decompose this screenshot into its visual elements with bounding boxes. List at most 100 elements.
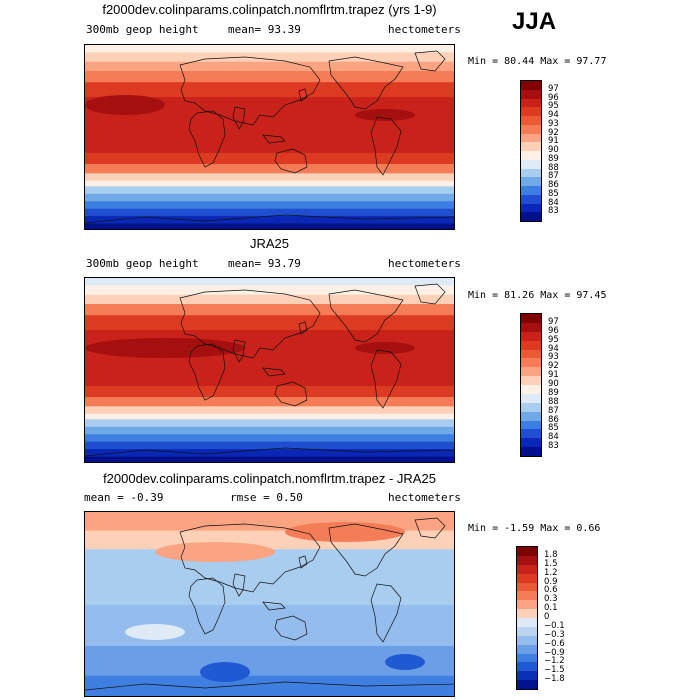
colorbar-label: −0.3 [544, 629, 565, 640]
colorbar-label: 1.8 [544, 549, 558, 560]
colorbar-swatch [521, 194, 541, 204]
contour-band [85, 216, 454, 225]
colorbar-swatch [521, 186, 541, 195]
colorbar-swatch [521, 411, 541, 421]
colorbar-label: −0.6 [544, 638, 565, 649]
colorbar-label: 84 [548, 432, 559, 443]
colorbar-swatch [517, 671, 537, 681]
panel-3-rmse-label: rmse = 0.50 [230, 491, 303, 504]
colorbar-swatch [517, 582, 537, 592]
colorbar-label: −1.5 [544, 665, 565, 676]
colorbar-label: 86 [548, 414, 559, 425]
colorbar-swatch [521, 124, 541, 134]
colorbar-label: 96 [548, 325, 559, 336]
colorbar-label: 83 [548, 441, 559, 452]
panel-1-title: f2000dev.colinparams.colinpatch.nomflrtm… [102, 2, 437, 17]
coastline [328, 523, 404, 577]
colorbar-swatch [521, 116, 541, 125]
colorbar-swatch [521, 438, 541, 448]
contour-band [85, 82, 454, 98]
contour-band [85, 419, 454, 428]
colorbar-label: 83 [548, 206, 559, 217]
coastline [85, 214, 454, 224]
panel-2-title: JRA25 [249, 236, 290, 251]
panel-3-title: f2000dev.colinparams.colinpatch.nomflrtm… [103, 471, 436, 486]
colorbar-swatch [517, 653, 537, 663]
contour-band [85, 208, 454, 217]
contour-band [85, 315, 454, 331]
colorbar-label: 89 [548, 153, 559, 164]
colorbar-label: 0.9 [544, 576, 558, 587]
coastline [414, 50, 446, 72]
contour-band [85, 441, 454, 450]
colorbar-label: 94 [548, 110, 559, 120]
contour-blob [385, 654, 425, 670]
contour-band [85, 173, 454, 182]
contour-band [85, 180, 454, 187]
panel-3-colorbar [516, 546, 538, 690]
colorbar-swatch [521, 159, 541, 169]
colorbar-label: 96 [548, 92, 559, 103]
colorbar-swatch [517, 635, 537, 645]
contour-blob [155, 542, 275, 562]
colorbar-swatch [521, 314, 541, 323]
season-label: JJA [512, 8, 557, 35]
panel-3-minmax: Min = -1.59 Max = 0.66 [468, 523, 601, 534]
colorbar-swatch [521, 402, 541, 412]
coastline [262, 367, 286, 377]
colorbar-swatch [521, 133, 541, 143]
panel-1-mean-label: mean= 93.39 [228, 23, 301, 36]
colorbar-swatch [517, 644, 537, 654]
colorbar-swatch [521, 322, 541, 332]
colorbar-label: 85 [548, 188, 559, 199]
colorbar-swatch [521, 429, 541, 439]
colorbar-swatch [521, 203, 541, 213]
colorbar-swatch [521, 98, 541, 108]
coastline [85, 681, 454, 691]
panel-2-map [84, 277, 455, 463]
coastline [232, 106, 246, 130]
colorbar-label: 92 [548, 127, 559, 138]
colorbar-swatch [521, 151, 541, 160]
colorbar-swatch [517, 626, 537, 636]
colorbar-swatch [521, 81, 541, 90]
contour-band [85, 45, 454, 53]
colorbar-label: 97 [548, 316, 559, 327]
colorbar-swatch [521, 420, 541, 430]
contour-band [85, 186, 454, 195]
panel-3-map [84, 511, 455, 697]
colorbar-label: 97 [548, 83, 559, 94]
contour-band [85, 201, 454, 210]
coastline [370, 349, 402, 409]
contour-band [85, 456, 454, 462]
panel-1-variable-label: 300mb geop height [86, 23, 199, 36]
panel-3-mean-label: mean = -0.39 [84, 491, 164, 504]
coastline [85, 447, 454, 457]
colorbar-swatch [517, 547, 537, 556]
colorbar-swatch [521, 168, 541, 178]
coastline [274, 615, 308, 641]
contour-blob [85, 338, 245, 358]
contour-band [85, 449, 454, 458]
contour-band [85, 61, 454, 72]
colorbar-label: −0.9 [544, 647, 565, 658]
colorbar-swatch [521, 89, 541, 99]
colorbar-swatch [517, 618, 537, 627]
colorbar-swatch [521, 177, 541, 186]
colorbar-label: −0.1 [544, 620, 565, 631]
colorbar-swatch [521, 142, 541, 151]
colorbar-label: 0.3 [544, 594, 558, 605]
colorbar-label: 89 [548, 387, 559, 398]
colorbar-swatch [517, 609, 537, 618]
contour-blob [125, 624, 185, 640]
coastline [370, 583, 402, 643]
contour-band [85, 397, 454, 407]
coastline [298, 88, 308, 102]
colorbar-label: 91 [548, 370, 559, 381]
colorbar-label: −1.8 [544, 674, 565, 685]
coastline [179, 56, 321, 126]
colorbar-label: 93 [548, 352, 559, 363]
colorbar-swatch [517, 564, 537, 574]
coastline [298, 321, 308, 335]
panel-1-units-label: hectometers [388, 23, 461, 36]
